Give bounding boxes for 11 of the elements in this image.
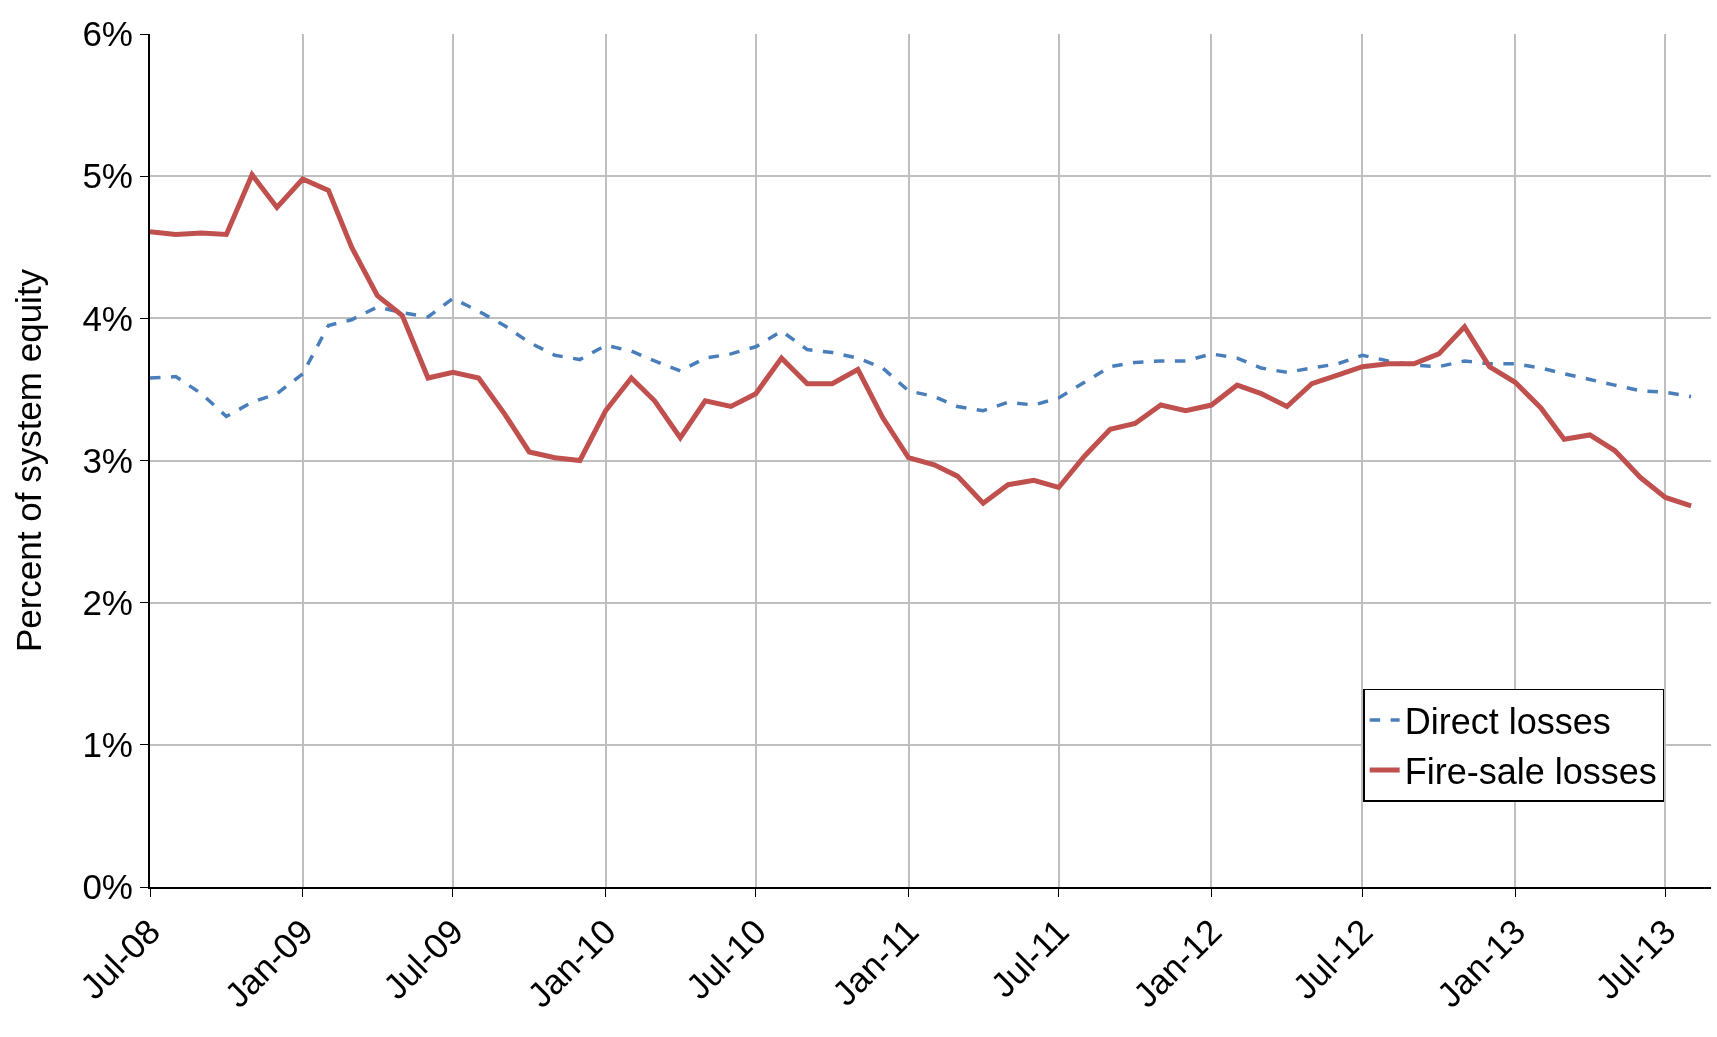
y-tick-label: 1% [82, 725, 133, 765]
y-tick-label: 6% [82, 14, 133, 54]
y-tick-label: 2% [82, 582, 133, 622]
y-tick-label: 3% [82, 440, 133, 480]
legend-label: Fire-sale losses [1404, 750, 1657, 792]
y-tick-label: 4% [82, 298, 133, 338]
legend-label: Direct losses [1404, 701, 1611, 743]
line-series [150, 296, 1693, 419]
y-tick-label: 5% [82, 156, 133, 196]
y-tick-label: 0% [82, 867, 133, 907]
y-axis-title: Percent of system equity [9, 268, 49, 653]
